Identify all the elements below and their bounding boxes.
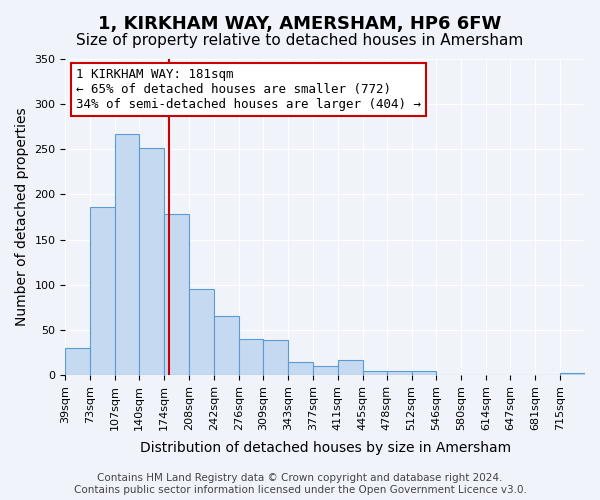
Bar bbox=[189, 290, 214, 375]
Bar bbox=[214, 316, 239, 375]
Bar bbox=[560, 373, 585, 375]
Bar bbox=[362, 370, 386, 375]
Text: Size of property relative to detached houses in Amersham: Size of property relative to detached ho… bbox=[76, 32, 524, 48]
Bar bbox=[412, 370, 436, 375]
Bar bbox=[65, 348, 90, 375]
Bar bbox=[239, 339, 263, 375]
Bar bbox=[288, 362, 313, 375]
Bar bbox=[90, 207, 115, 375]
Bar bbox=[313, 366, 338, 375]
Text: 1, KIRKHAM WAY, AMERSHAM, HP6 6FW: 1, KIRKHAM WAY, AMERSHAM, HP6 6FW bbox=[98, 15, 502, 33]
Text: 1 KIRKHAM WAY: 181sqm
← 65% of detached houses are smaller (772)
34% of semi-det: 1 KIRKHAM WAY: 181sqm ← 65% of detached … bbox=[76, 68, 421, 112]
Bar bbox=[164, 214, 189, 375]
Text: Contains HM Land Registry data © Crown copyright and database right 2024.
Contai: Contains HM Land Registry data © Crown c… bbox=[74, 474, 526, 495]
Bar bbox=[139, 148, 164, 375]
Bar bbox=[115, 134, 139, 375]
Bar bbox=[386, 370, 412, 375]
Bar bbox=[338, 360, 362, 375]
Bar bbox=[263, 340, 288, 375]
X-axis label: Distribution of detached houses by size in Amersham: Distribution of detached houses by size … bbox=[140, 441, 511, 455]
Y-axis label: Number of detached properties: Number of detached properties bbox=[15, 108, 29, 326]
